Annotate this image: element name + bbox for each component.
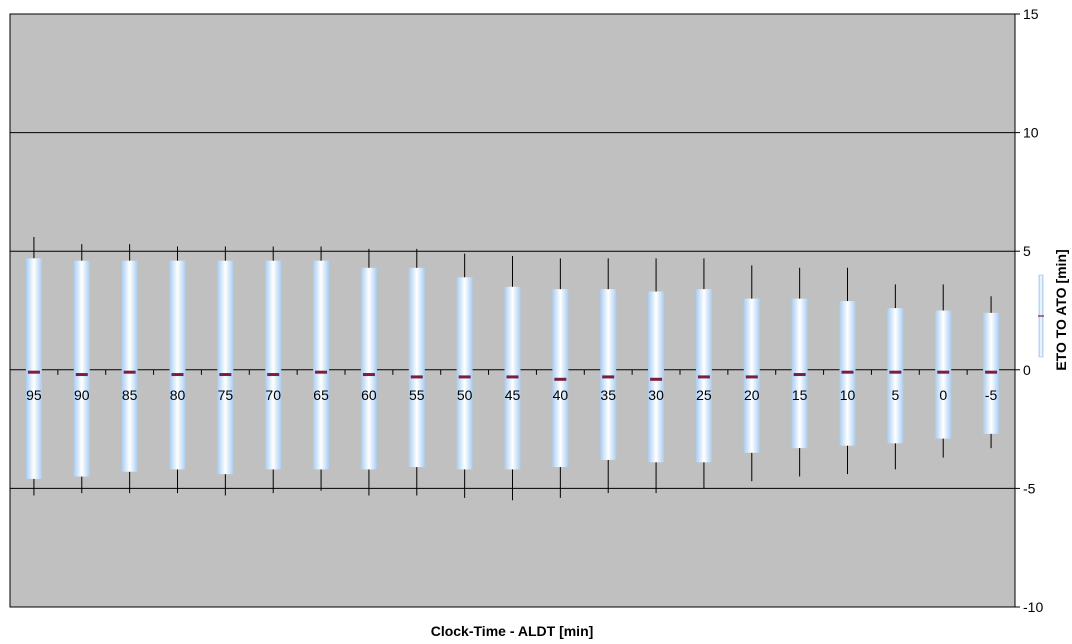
x-tick-label: 90 [74, 387, 90, 403]
x-tick-label: 20 [744, 387, 760, 403]
x-tick-label: 40 [553, 387, 569, 403]
x-tick-labels: 95 90 85 80 75 70 65 60 55 50 45 40 35 30 25 20 15 10 5 0 -5 [26, 387, 997, 403]
x-tick-label: 95 [26, 387, 42, 403]
y-axis-title: ETO TO ATO [min] [1053, 249, 1069, 370]
y-tick-label: 0 [1023, 362, 1031, 378]
box-80 [169, 260, 186, 470]
x-tick-label: 10 [840, 387, 856, 403]
y-tick-label: 15 [1023, 6, 1039, 22]
y-tick-label: 10 [1023, 125, 1039, 141]
x-tick-label: 50 [457, 387, 473, 403]
box-60 [360, 267, 377, 470]
box-90 [73, 260, 90, 477]
box-50 [456, 277, 473, 470]
box-55 [408, 267, 425, 468]
box-5 [887, 308, 904, 444]
x-tick-label: 70 [265, 387, 281, 403]
box-65 [313, 260, 330, 470]
legend-key [1038, 274, 1044, 358]
y-tick-label: 5 [1023, 243, 1031, 259]
y-tick-label: -10 [1023, 599, 1043, 615]
x-tick-label: -5 [985, 387, 998, 403]
box-95 [25, 258, 42, 479]
x-tick-label: 60 [361, 387, 377, 403]
x-tick-label: 15 [792, 387, 808, 403]
box-30 [648, 291, 665, 463]
x-axis-title: Clock-Time - ALDT [min] [431, 623, 594, 639]
x-tick-label: 25 [696, 387, 712, 403]
x-tick-label: 80 [170, 387, 186, 403]
box-35 [600, 289, 617, 460]
medians [27, 370, 998, 381]
x-tick-label: 35 [600, 387, 616, 403]
box-75 [217, 260, 234, 475]
x-tick-label: 55 [409, 387, 425, 403]
x-tick-label: 75 [218, 387, 234, 403]
x-tick-label: 0 [939, 387, 947, 403]
y-tick-labels: -10 -5 0 5 10 15 [1015, 6, 1043, 615]
x-tick-label: 30 [648, 387, 664, 403]
x-tick-label: 85 [122, 387, 138, 403]
x-tick-label: 5 [891, 387, 899, 403]
y-tick-label: -5 [1023, 480, 1036, 496]
x-tick-label: 45 [505, 387, 521, 403]
box-70 [265, 260, 282, 470]
x-tick-label: 65 [313, 387, 329, 403]
box-85 [121, 260, 138, 472]
box-0 [935, 310, 952, 439]
